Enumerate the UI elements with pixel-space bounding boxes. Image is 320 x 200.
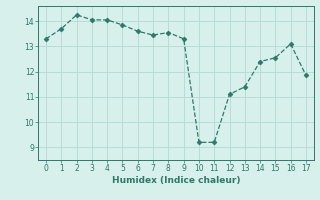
X-axis label: Humidex (Indice chaleur): Humidex (Indice chaleur) (112, 176, 240, 185)
